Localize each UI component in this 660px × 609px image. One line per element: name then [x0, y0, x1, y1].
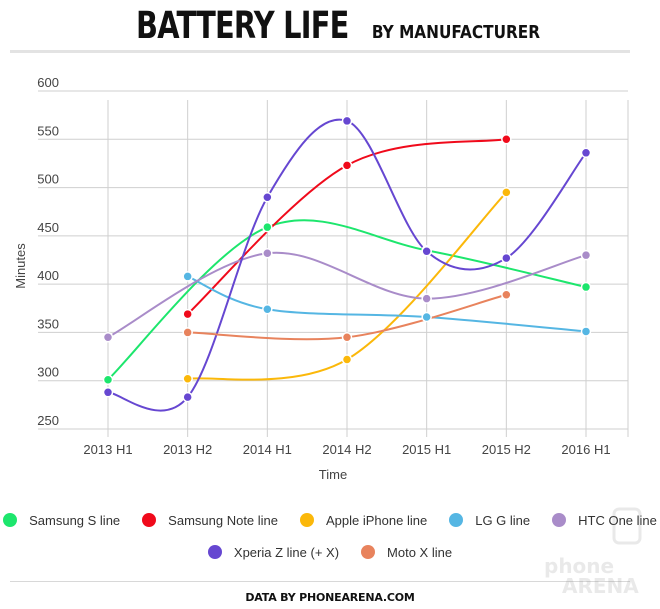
data-point	[580, 249, 592, 261]
data-point	[262, 304, 273, 315]
data-point	[341, 160, 353, 171]
data-point	[262, 221, 273, 233]
data-point	[421, 246, 432, 257]
title-divider	[10, 50, 630, 53]
series-line	[107, 219, 587, 381]
data-point	[341, 332, 353, 343]
x-axis-label: Time	[319, 467, 347, 482]
y-tick-label: 450	[37, 220, 59, 235]
x-tick-label: 2014 H2	[322, 442, 371, 457]
data-point	[501, 134, 512, 145]
legend-swatch	[142, 513, 157, 527]
battery-line-chart: 250 300 350 400 450 500 550 600 2013 H1 2013 H2 20…	[13, 75, 629, 482]
y-axis-label: Minutes	[13, 243, 28, 289]
x-tick-label: 2013 H1	[83, 442, 132, 457]
legend-label: Samsung S line	[29, 512, 121, 528]
y-tick-label: 350	[37, 316, 59, 331]
legend-item: Samsung S line	[3, 513, 120, 528]
data-point	[501, 252, 512, 264]
legend-swatch	[207, 545, 222, 559]
data-point	[580, 281, 592, 293]
y-tick-label: 600	[37, 75, 59, 90]
data-credit: DATA BY PHONEARENA.COM	[245, 591, 415, 604]
watermark-text-1: phone	[544, 554, 614, 578]
x-tick-label: 2015 H2	[482, 442, 531, 457]
chart-title: BATTERY LIFE BY MANUFACTURER	[0, 4, 660, 47]
watermark-text-2: ARENA	[562, 574, 639, 597]
legend-swatch	[449, 513, 464, 527]
data-point	[182, 327, 193, 338]
legend-label: Samsung Note line	[168, 512, 279, 528]
legend-label: HTC One line	[578, 512, 657, 528]
legend-swatch	[300, 513, 315, 527]
data-point	[182, 373, 193, 385]
legend-item: Moto X line	[361, 545, 452, 560]
legend-item: LG G line	[449, 513, 530, 528]
data-point	[102, 374, 114, 385]
data-point	[262, 191, 273, 203]
footer-divider	[10, 581, 630, 582]
data-point	[102, 332, 114, 343]
data-point	[501, 187, 512, 198]
legend-swatch	[552, 513, 567, 527]
legend-item: Apple iPhone line	[300, 513, 427, 528]
x-tick-label: 2016 H1	[561, 442, 610, 457]
y-tick-label: 550	[37, 123, 59, 138]
data-point	[421, 293, 432, 304]
data-point	[262, 247, 273, 259]
legend-item: Xperia Z line (+ X)	[207, 544, 340, 560]
x-tick-label: 2014 H1	[243, 442, 292, 457]
data-point	[182, 308, 193, 320]
data-point	[341, 115, 353, 127]
data-point	[182, 391, 193, 403]
legend-row: Samsung S line Samsung Note line Apple iPh…	[0, 504, 660, 536]
x-tick-label: 2015 H1	[402, 442, 451, 457]
data-point	[102, 387, 114, 398]
legend-swatch	[3, 513, 18, 527]
legend-label: Moto X line	[387, 544, 453, 560]
series-line	[187, 275, 587, 333]
y-tick-label: 250	[37, 413, 59, 428]
data-point	[580, 147, 592, 159]
legend-swatch	[361, 545, 376, 559]
data-point	[501, 289, 512, 301]
data-point	[580, 326, 592, 337]
legend-item: Samsung Note line	[142, 513, 278, 528]
phonearena-watermark-logo: phone ARENA	[544, 507, 642, 597]
title-subtitle: BY MANUFACTURER	[371, 22, 540, 43]
data-point	[182, 271, 193, 282]
legend-label: Apple iPhone line	[326, 512, 428, 528]
y-tick-label: 500	[37, 172, 59, 187]
legend-label: Xperia Z line (+ X)	[233, 544, 340, 560]
legend-item: HTC One line	[552, 513, 657, 528]
title-main: BATTERY LIFE	[135, 4, 349, 47]
legend-row: Xperia Z line (+ X) Moto X line	[0, 536, 660, 568]
x-tick-label: 2013 H2	[163, 442, 212, 457]
y-tick-label: 400	[37, 268, 59, 283]
y-tick-label: 300	[37, 365, 59, 380]
chart-legend: Samsung S line Samsung Note line Apple iPh…	[0, 504, 660, 568]
data-point	[341, 354, 353, 365]
data-point	[421, 311, 432, 323]
series-line	[107, 251, 587, 339]
legend-label: LG G line	[475, 512, 531, 528]
